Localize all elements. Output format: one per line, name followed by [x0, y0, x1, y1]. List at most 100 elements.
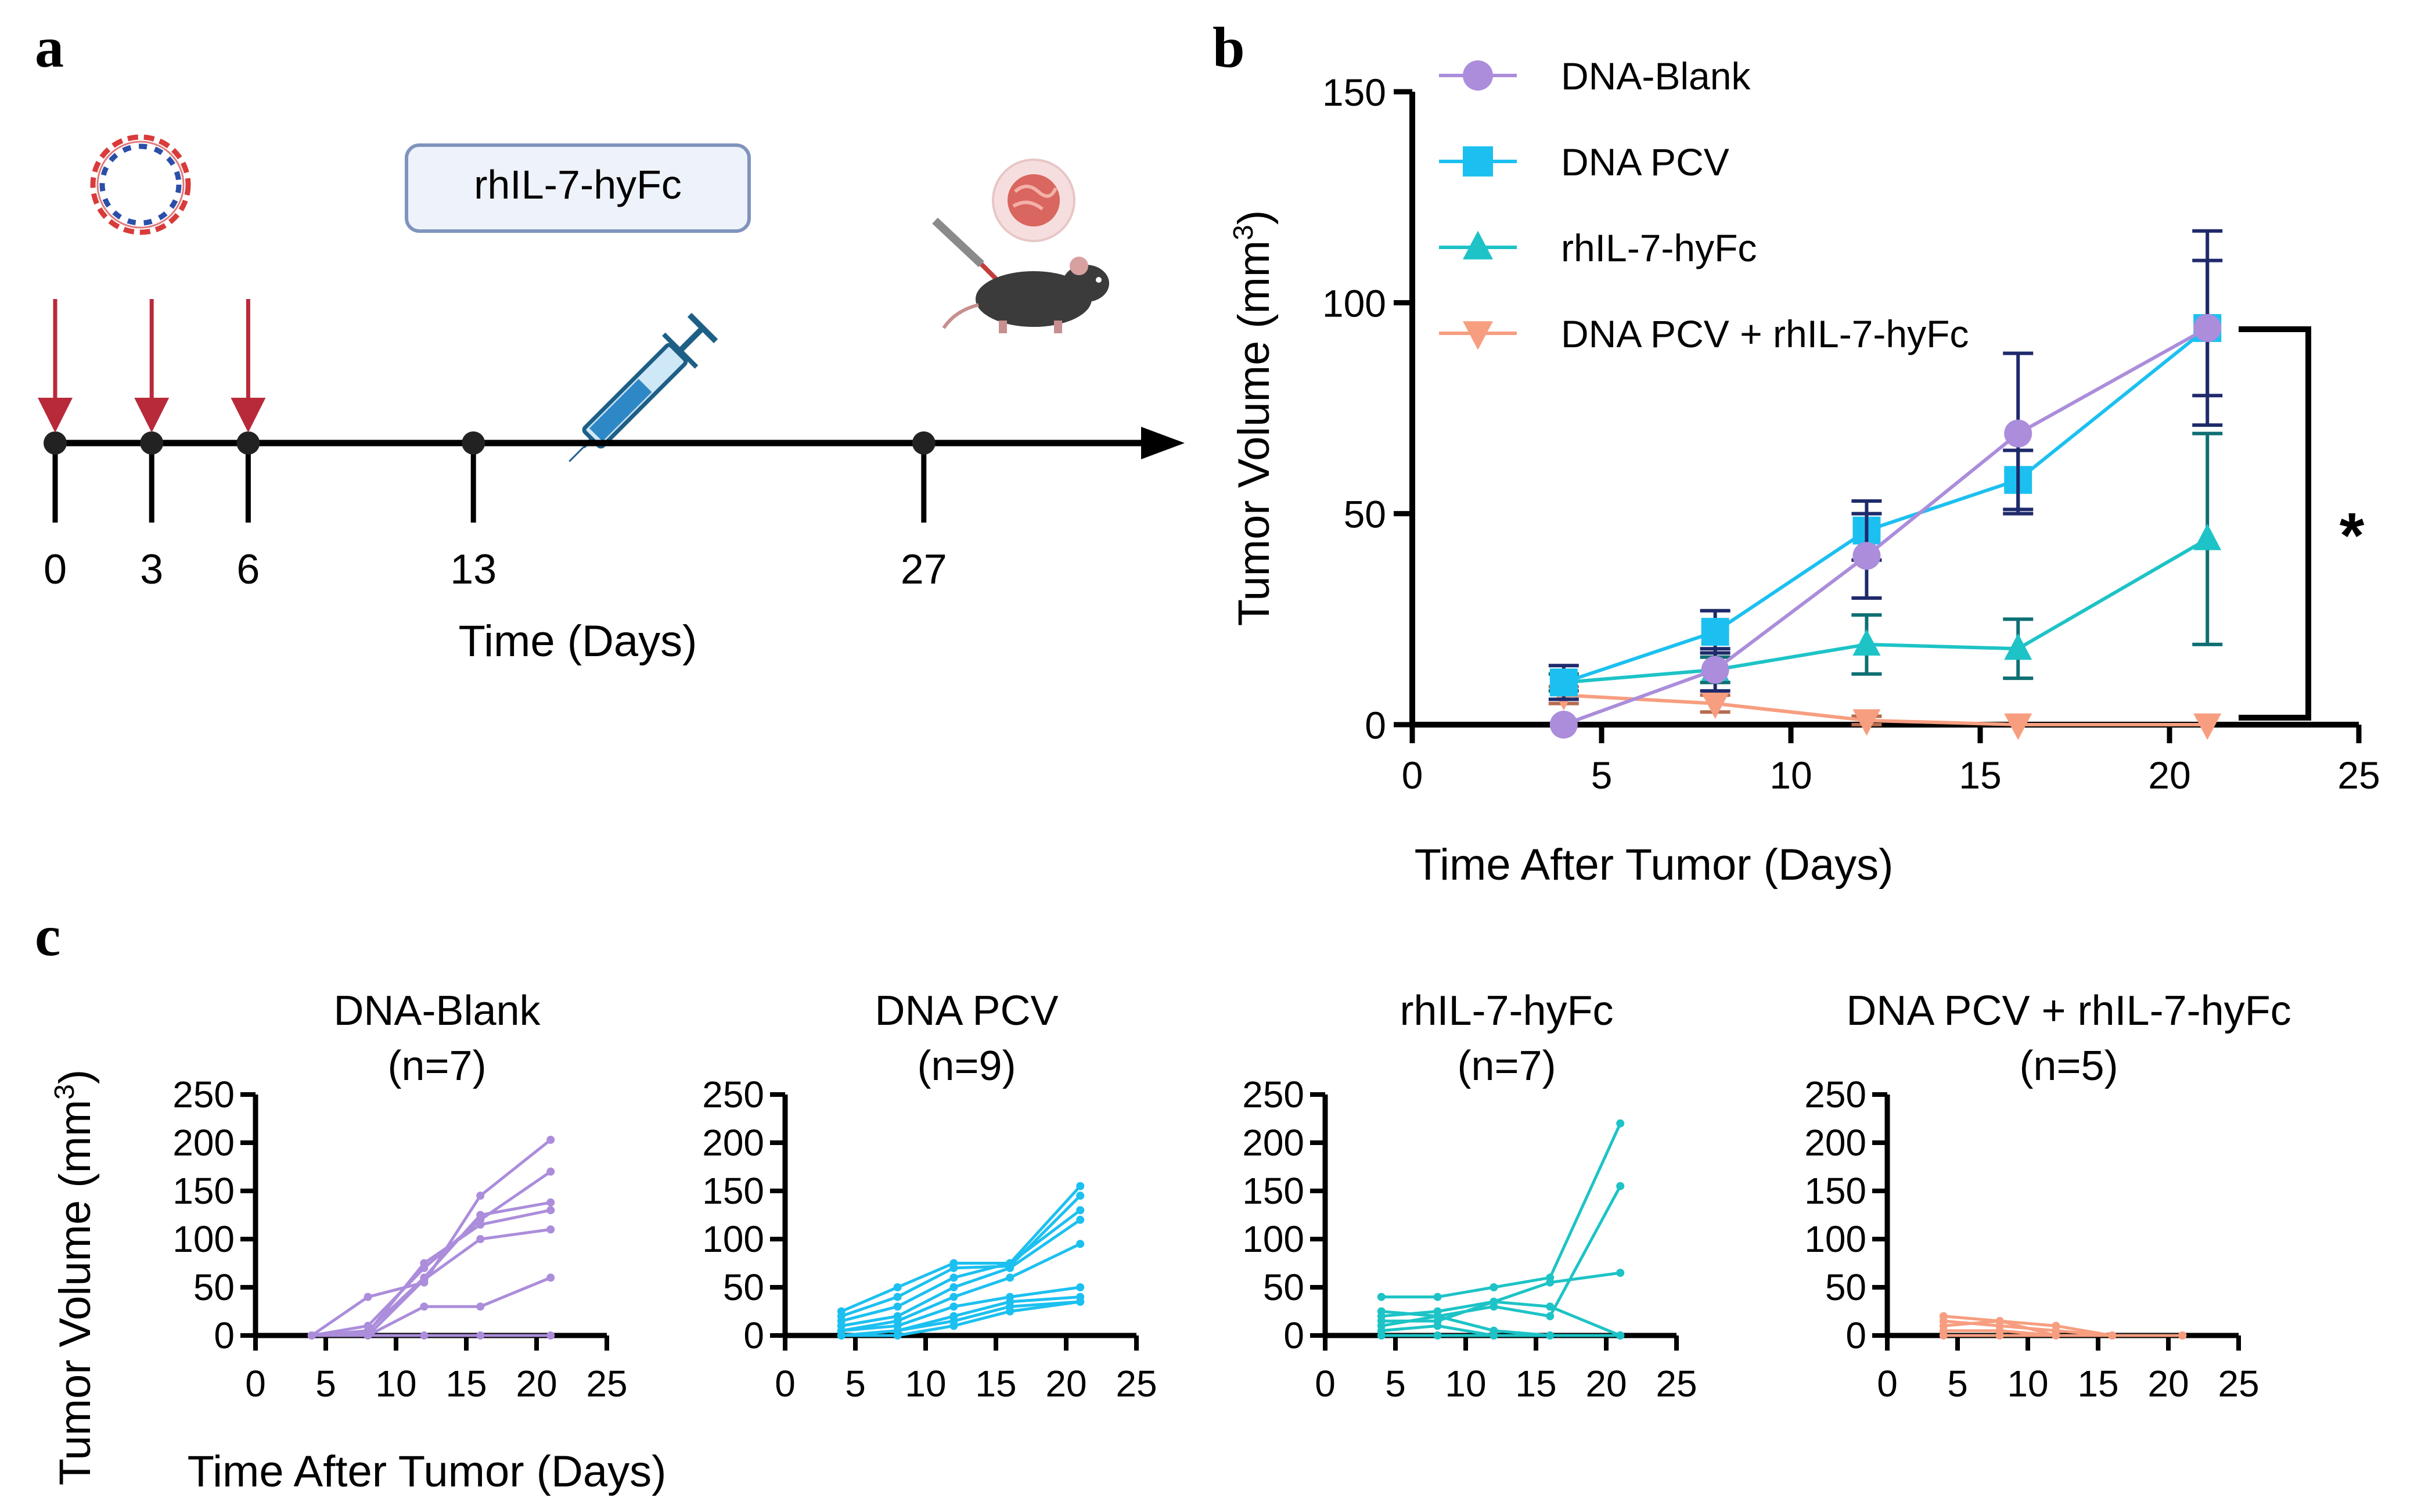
y-tick-label: 100	[1322, 282, 1386, 325]
timeline-label-27: 27	[901, 546, 947, 593]
individual-point	[1546, 1331, 1555, 1340]
x-tick-label: 20	[1585, 1363, 1627, 1405]
x-tick-label: 5	[1591, 754, 1613, 797]
individual-point	[949, 1273, 958, 1282]
individual-point	[420, 1275, 429, 1284]
y-tick-label: 0	[743, 1315, 764, 1356]
subplot-subtitle: (n=9)	[917, 1043, 1016, 1089]
timeline-label-6: 6	[236, 546, 260, 593]
individual-point	[1995, 1317, 2004, 1326]
data-point	[2004, 419, 2032, 448]
individual-point	[1546, 1312, 1555, 1320]
x-tick-label: 25	[1656, 1363, 1697, 1405]
y-tick-label: 0	[1845, 1315, 1866, 1356]
timeline-xlabel: Time (Days)	[459, 617, 697, 666]
series-line	[1563, 537, 2208, 685]
individual-line	[1381, 1271, 1621, 1318]
subplot-rhil-7-hyfc: rhIL-7-hyFc(n=7)0 5 10 15 20 2505010015020025…	[1242, 988, 1697, 1405]
x-tick-label: 5	[315, 1363, 336, 1405]
y-tick-label: 150	[172, 1170, 235, 1212]
individual-point	[1076, 1182, 1085, 1190]
data-point	[2193, 314, 2222, 342]
legend-marker	[1463, 231, 1493, 260]
individual-point	[1433, 1293, 1442, 1301]
x-tick-label: 15	[445, 1363, 487, 1405]
x-tick-label: 15	[975, 1363, 1016, 1405]
x-tick-label: 15	[1959, 754, 2001, 797]
y-tick-label: 50	[1263, 1266, 1304, 1308]
x-tick-label: 5	[1947, 1363, 1968, 1405]
individual-point	[949, 1293, 958, 1301]
individual-point	[1433, 1331, 1442, 1340]
y-tick-label: 0	[1365, 704, 1386, 747]
subplot-subtitle: (n=7)	[1457, 1043, 1556, 1089]
data-point	[1852, 542, 1881, 570]
individual-point	[546, 1331, 555, 1340]
data-point	[1701, 656, 1729, 684]
timeline-dot-0	[44, 431, 67, 455]
data-point	[1852, 709, 1881, 736]
individual-point	[420, 1331, 429, 1340]
subplot-title: DNA PCV	[875, 988, 1058, 1034]
timeline-label-0: 0	[44, 546, 67, 593]
individual-point	[546, 1273, 555, 1282]
x-tick-label: 0	[1402, 754, 1423, 797]
y-tick-label: 250	[702, 1074, 764, 1115]
y-tick-label: 150	[702, 1170, 764, 1212]
x-tick-label: 0	[775, 1363, 796, 1405]
timeline-dot-13	[462, 431, 485, 455]
individual-point	[949, 1283, 958, 1291]
individual-point	[1616, 1119, 1625, 1128]
panel-b-letter: b	[1213, 15, 1245, 80]
y-tick-label: 100	[172, 1218, 235, 1260]
y-tick-label: 150	[1242, 1170, 1304, 1212]
individual-point	[476, 1191, 485, 1200]
x-tick-label: 10	[2007, 1363, 2048, 1405]
individual-point	[949, 1302, 958, 1311]
y-tick-label: 250	[1804, 1074, 1866, 1115]
x-tick-label: 20	[1045, 1363, 1087, 1405]
panel-b-ylabel: Tumor Volume (mm3)	[1228, 210, 1279, 626]
x-tick-label: 15	[2077, 1363, 2118, 1405]
series-dna-pcv-rhil-7-hyfc	[1548, 683, 2222, 740]
y-tick-label: 100	[702, 1218, 764, 1260]
individual-line	[311, 1276, 552, 1337]
timeline-dot-6	[236, 431, 260, 455]
subplot-title: DNA-Blank	[333, 988, 541, 1034]
timeline-label-3: 3	[140, 546, 163, 593]
individual-point	[420, 1259, 429, 1268]
x-tick-label: 0	[1315, 1363, 1336, 1405]
individual-mouse-3	[307, 1198, 555, 1340]
individual-point	[1490, 1297, 1498, 1306]
significance-star: *	[2340, 500, 2365, 571]
individual-point	[420, 1302, 429, 1311]
individual-mouse-1	[307, 1136, 555, 1340]
data-point	[1852, 629, 1881, 656]
series-line	[1563, 693, 2208, 726]
treatment-box: rhIL-7-hyFc	[405, 143, 751, 233]
x-tick-label: 25	[1116, 1363, 1157, 1405]
individual-point	[1490, 1283, 1498, 1291]
x-tick-label: 25	[2218, 1363, 2259, 1405]
vaccination-arrow-head	[38, 398, 73, 433]
subplot-subtitle: (n=7)	[387, 1043, 486, 1089]
individual-point	[893, 1283, 902, 1291]
individual-point	[949, 1322, 958, 1330]
individual-point	[1076, 1206, 1085, 1215]
individual-point	[1616, 1182, 1625, 1190]
timeline-arrowhead	[1141, 427, 1185, 459]
panel-c: c DNA-Blank(n=7)0 5 10 15 20 2505010015020025…	[35, 903, 2291, 1496]
legend-label: DNA PCV	[1561, 141, 1729, 183]
tumor-injection-mouse-icon	[932, 159, 1109, 333]
panel-a-letter: a	[35, 15, 64, 80]
individual-point	[893, 1293, 902, 1301]
panel-b-ylabel-sup: 3	[1228, 225, 1259, 240]
individual-mouse-6	[837, 1283, 1085, 1335]
panel-b-legend: DNA-Blank DNA PCV rhIL-7-hyFc DNA PCV + rhI…	[1439, 55, 1969, 355]
y-tick-label: 100	[1804, 1218, 1866, 1260]
individual-mouse-5	[307, 1225, 555, 1340]
x-tick-label: 25	[2337, 754, 2380, 797]
